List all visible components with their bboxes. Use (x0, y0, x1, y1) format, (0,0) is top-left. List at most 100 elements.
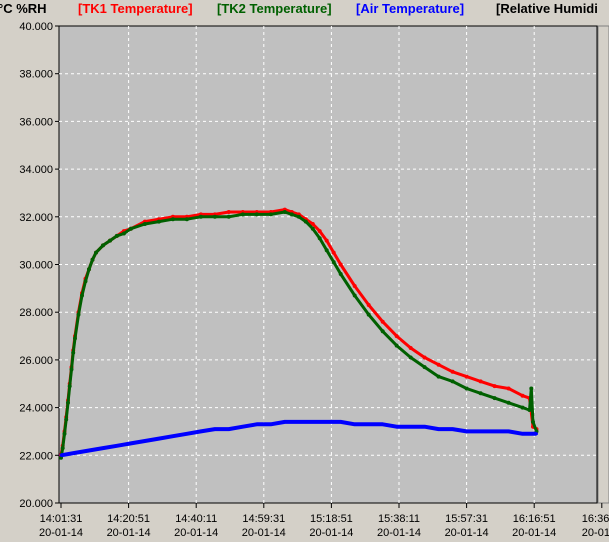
y-tick-label: 26.000 (19, 355, 53, 367)
series-2-point (156, 219, 161, 224)
y-tick-label: 32.000 (19, 212, 53, 224)
y-tick-label: 36.000 (19, 116, 53, 128)
series-2-point (67, 384, 72, 389)
series-2-point (310, 226, 315, 231)
series-2-point (394, 343, 399, 348)
series-2-point (531, 419, 535, 424)
series-3-point (465, 429, 469, 433)
series-2-point (198, 214, 203, 219)
series-2-point (60, 446, 65, 451)
series-2-point (226, 214, 231, 219)
y-tick-label: 30.000 (19, 260, 53, 272)
series-1-point (226, 210, 231, 214)
series-2-point (464, 386, 469, 391)
series-2-point (296, 214, 301, 219)
series-2-point (352, 293, 357, 298)
legend-humidity: [Relative Humidi (496, 1, 598, 16)
series-2-point (450, 379, 455, 384)
series-3-point (185, 432, 189, 436)
series-3-point (479, 429, 483, 433)
series-2-point (478, 391, 483, 396)
x-tick-label-time: 15:57:31 (445, 513, 488, 525)
series-2-point (87, 267, 91, 272)
series-1-point (464, 374, 469, 379)
series-3-point (59, 453, 63, 457)
series-3-point (423, 425, 427, 429)
series-2-point (184, 217, 189, 222)
series-2-point (422, 365, 427, 370)
right-scroll-edge (597, 25, 609, 504)
series-3-point (507, 429, 511, 433)
series-3-point (535, 432, 538, 436)
series-3-point (227, 427, 231, 431)
series-2-point (64, 417, 69, 422)
y-ticks: 40.000 38.000 36.000 34.000 32.000 30.000 28.0… (19, 21, 59, 510)
x-ticks: 14:01:31 20-01-14 14:20:51 20-01-14 14:40:11… (39, 503, 609, 539)
x-tick-label-date: 20-01-14 (107, 527, 151, 539)
series-3-point (143, 439, 147, 443)
series-3-point (395, 425, 399, 429)
series-3-point (101, 446, 105, 450)
series-2-point (90, 257, 95, 262)
series-2-point (69, 367, 74, 372)
series-1-point (408, 346, 413, 350)
series-3-point (409, 425, 413, 429)
series-1-point (310, 222, 315, 226)
x-tick-label-date: 20-01-14 (309, 527, 353, 539)
x-tick-label-time: 15:38:11 (378, 513, 420, 525)
series-3-point (157, 437, 161, 441)
series-2-point (289, 212, 294, 217)
series-2-point (268, 212, 273, 217)
y-tick-label: 24.000 (19, 403, 53, 415)
series-1-point (331, 250, 336, 255)
series-2-point (62, 431, 67, 436)
y-tick-label: 20.000 (19, 498, 53, 510)
series-2-point (128, 226, 133, 231)
series-1-point (352, 284, 357, 288)
series-2-point (254, 212, 259, 217)
x-tick-label-time: 14:40:11 (175, 513, 217, 525)
series-2-point (76, 312, 81, 317)
x-tick-label-time: 14:20:51 (107, 513, 150, 525)
series-2-point (282, 210, 287, 214)
series-3-point (255, 422, 259, 426)
series-2-point (71, 350, 76, 355)
series-3-point (241, 425, 245, 429)
series-2-point (142, 222, 147, 226)
series-3-point (199, 429, 203, 433)
series-2-point (527, 408, 532, 412)
series-2-point (108, 238, 112, 243)
series-2-point (317, 236, 322, 241)
series-2-point (212, 214, 217, 219)
series-1-point (338, 262, 343, 267)
series-2-point (170, 217, 175, 222)
series-2-point (303, 219, 308, 224)
y-axis-unit-label: °C %RH (0, 1, 47, 16)
series-3-point (115, 444, 119, 448)
x-tick-label-time: 14:59:31 (242, 513, 285, 525)
legend-air: [Air Temperature] (356, 1, 464, 16)
series-3-point (451, 427, 455, 431)
series-3-point (493, 429, 497, 433)
series-1-point (394, 334, 399, 339)
series-1-point (380, 319, 385, 324)
series-3-point (325, 420, 329, 424)
x-tick-label-time: 16:36 (582, 513, 609, 525)
legend-tk2: [TK2 Temperature] (217, 1, 332, 16)
series-3-point (73, 451, 77, 455)
series-2-point (366, 312, 371, 317)
series-3-point (367, 422, 371, 426)
series-2-point (331, 260, 336, 265)
series-2-point (73, 336, 77, 341)
series-lines (59, 207, 539, 460)
x-tick-label-date: 20-01-14 (377, 527, 421, 539)
series-2-point (83, 279, 88, 284)
series-2-point (520, 405, 525, 410)
y-tick-label: 40.000 (19, 21, 53, 33)
y-tick-label: 38.000 (19, 69, 53, 81)
series-1-point (506, 386, 511, 391)
x-tick-label-time: 15:18:51 (310, 513, 353, 525)
series-1-point (317, 229, 322, 234)
series-3-point (437, 427, 441, 431)
series-2-point (80, 293, 84, 298)
